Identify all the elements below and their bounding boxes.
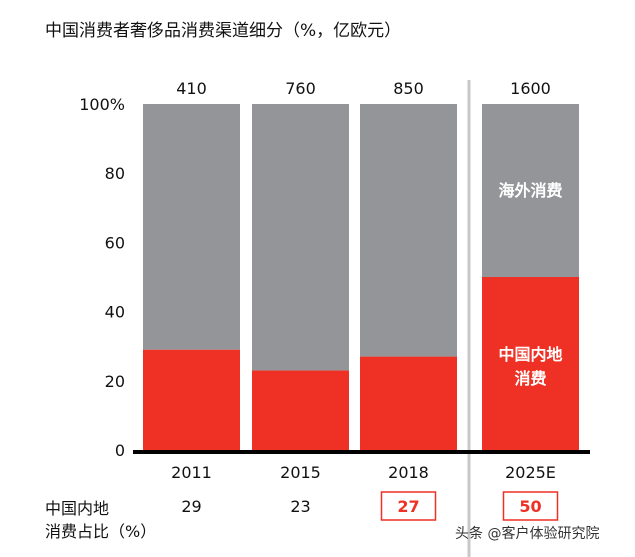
bar-segment-domestic	[143, 349, 240, 450]
bar-segment-overseas	[360, 104, 457, 357]
highlight-box	[380, 491, 437, 521]
y-tick-label: 40	[105, 303, 125, 322]
segment-label-domestic-line1: 中国内地	[498, 345, 562, 364]
x-tick-label: 2015	[280, 463, 321, 482]
y-tick-label: 0	[115, 441, 125, 460]
bar-segment-domestic	[360, 356, 457, 450]
bar-segment-overseas	[482, 104, 579, 277]
bar-total-label: 760	[285, 79, 316, 98]
segment-label-overseas: 海外消费	[498, 181, 562, 200]
x-tick-label: 2018	[388, 463, 429, 482]
share-value: 27	[397, 497, 419, 516]
bar-segment-domestic	[482, 277, 579, 450]
bar-segment-domestic	[252, 370, 349, 450]
bar-total-label: 850	[393, 79, 424, 98]
share-value: 23	[290, 497, 310, 516]
share-value: 29	[181, 497, 201, 516]
bar-total-label: 1600	[510, 79, 551, 98]
bar-total-label: 410	[176, 79, 207, 98]
y-tick-label: 80	[105, 164, 125, 183]
share-row-label-line1: 中国内地	[45, 499, 110, 518]
bar-segment-overseas	[143, 104, 240, 350]
highlight-box	[502, 491, 559, 521]
bar-segment-overseas	[252, 104, 349, 371]
segment-label-domestic-line2: 消费	[514, 369, 546, 388]
y-tick-label: 20	[105, 372, 125, 391]
y-tick-label: 60	[105, 233, 125, 252]
share-row-label-line2: 消费占比（%）	[45, 522, 157, 541]
chart-title: 中国消费者奢侈品消费渠道细分（%，亿欧元）	[45, 21, 402, 41]
x-tick-label: 2025E	[505, 463, 556, 482]
share-value: 50	[519, 497, 541, 516]
y-tick-label: 100%	[79, 95, 125, 114]
x-tick-label: 2011	[171, 463, 212, 482]
watermark: 头条 @客户体验研究院	[455, 526, 600, 542]
